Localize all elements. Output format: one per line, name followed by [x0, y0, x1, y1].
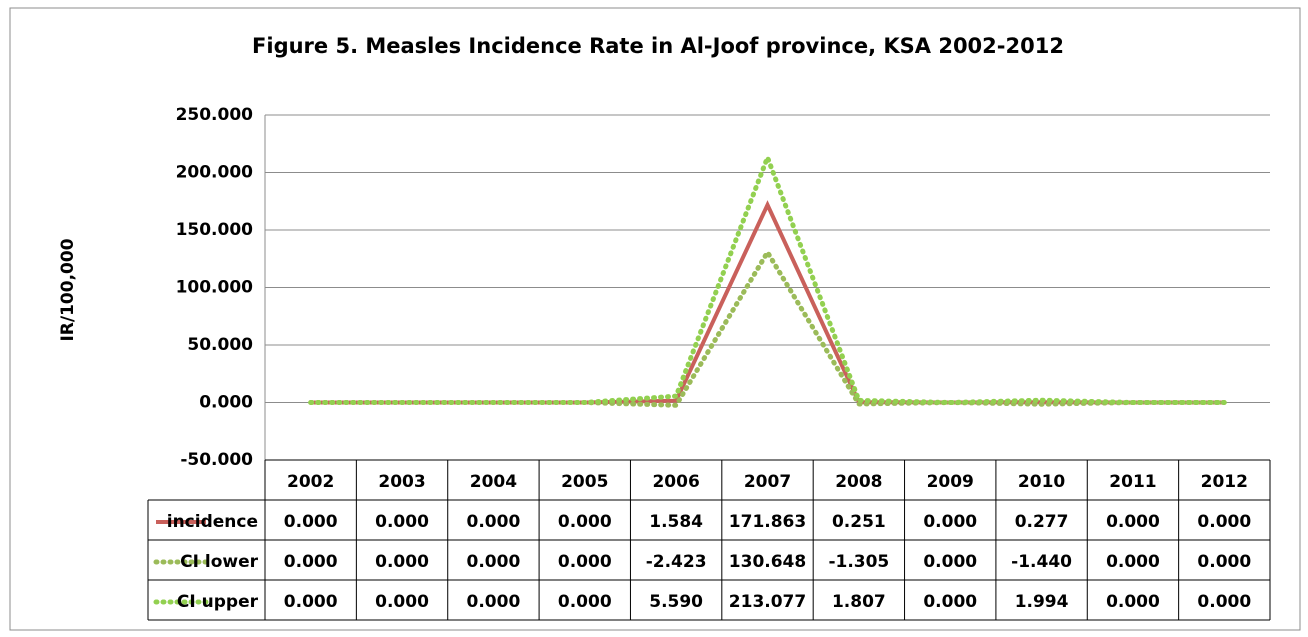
table-value: 171.863 [729, 512, 806, 532]
table-value: 0.000 [467, 512, 521, 532]
table-value: 0.000 [467, 592, 521, 612]
table-value: -1.440 [1011, 552, 1072, 572]
legend-label: incidence [167, 512, 258, 532]
x-tick-label: 2011 [1109, 472, 1156, 492]
table-value: 0.277 [1015, 512, 1069, 532]
table-value: 0.251 [832, 512, 886, 532]
chart-frame [9, 7, 1301, 631]
table-value: 0.000 [284, 552, 338, 572]
y-axis-label: IR/100,000 [58, 238, 78, 341]
y-tick-label: 50.000 [187, 335, 253, 355]
table-value: 0.000 [375, 592, 429, 612]
table-value: 0.000 [923, 592, 977, 612]
table-value: 1.807 [832, 592, 886, 612]
chart-title: Figure 5. Measles Incidence Rate in Al-J… [252, 34, 1064, 58]
table-value: 0.000 [1106, 592, 1160, 612]
x-tick-label: 2003 [378, 472, 425, 492]
legend-label: CI upper [177, 592, 259, 612]
x-tick-label: 2005 [561, 472, 608, 492]
x-tick-label: 2010 [1018, 472, 1065, 492]
table-value: 0.000 [1106, 512, 1160, 532]
table-value: 0.000 [375, 552, 429, 572]
y-tick-label: 100.000 [176, 278, 254, 298]
table-value: 213.077 [729, 592, 806, 612]
x-tick-label: 2007 [744, 472, 791, 492]
table-value: 0.000 [284, 512, 338, 532]
y-tick-label: 0.000 [199, 393, 253, 413]
table-value: 0.000 [1197, 552, 1251, 572]
y-tick-label: 250.000 [176, 105, 254, 125]
table-value: 5.590 [649, 592, 703, 612]
table-value: 0.000 [375, 512, 429, 532]
table-value: 1.584 [649, 512, 703, 532]
x-tick-label: 2002 [287, 472, 334, 492]
series-line [308, 150, 1227, 406]
y-tick-label: 200.000 [176, 163, 254, 183]
x-tick-label: 2006 [652, 472, 699, 492]
table-value: 0.000 [1197, 592, 1251, 612]
table-value: -2.423 [646, 552, 707, 572]
table-value: 0.000 [558, 512, 612, 532]
x-tick-label: 2004 [470, 472, 517, 492]
legend-label: CI lower [180, 552, 258, 572]
table-value: 0.000 [923, 512, 977, 532]
table-value: -1.305 [828, 552, 889, 572]
x-tick-label: 2012 [1201, 472, 1248, 492]
x-tick-label: 2009 [927, 472, 974, 492]
table-value: 0.000 [558, 592, 612, 612]
y-tick-label: -50.000 [180, 450, 253, 470]
y-tick-label: 150.000 [176, 220, 254, 240]
table-value: 0.000 [1197, 512, 1251, 532]
table-value: 0.000 [467, 552, 521, 572]
table-value: 130.648 [729, 552, 806, 572]
table-value: 0.000 [923, 552, 977, 572]
table-value: 0.000 [558, 552, 612, 572]
table-value: 1.994 [1015, 592, 1069, 612]
table-value: 0.000 [284, 592, 338, 612]
table-value: 0.000 [1106, 552, 1160, 572]
x-tick-label: 2008 [835, 472, 882, 492]
